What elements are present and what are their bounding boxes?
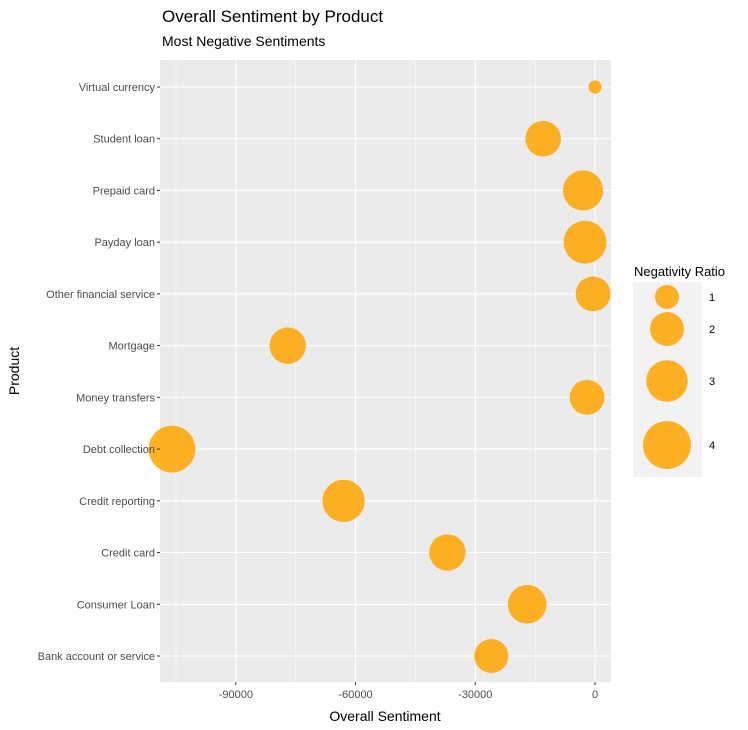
legend-label-1: 1 <box>709 292 715 304</box>
chart-title: Overall Sentiment by Product <box>162 7 383 26</box>
data-point-mortgage <box>269 327 306 364</box>
y-tick-label: Bank account or service <box>38 651 155 663</box>
data-point-prepaid-card <box>562 170 604 211</box>
y-tick-label: Debt collection <box>83 444 155 456</box>
x-tick-label: -30000 <box>458 689 492 701</box>
data-point-virtual-currency <box>588 80 602 94</box>
y-tick-label: Credit reporting <box>79 496 155 508</box>
legend-title: Negativity Ratio <box>634 264 725 279</box>
legend-label-3: 3 <box>709 376 715 388</box>
legend-label-2: 2 <box>709 324 715 336</box>
legend-key-2 <box>650 312 684 346</box>
data-point-credit-reporting <box>322 479 365 522</box>
y-tick-label: Consumer Loan <box>77 599 155 611</box>
data-point-credit-card <box>429 534 466 571</box>
y-tick-label: Other financial service <box>46 289 155 301</box>
data-points <box>148 80 611 673</box>
y-tick-label: Student loan <box>93 134 155 146</box>
data-point-student-loan <box>525 120 561 157</box>
plot-panel <box>160 60 611 682</box>
data-point-consumer-loan <box>507 584 547 624</box>
legend-key-4 <box>643 421 691 469</box>
data-point-debt-collection <box>148 425 196 473</box>
x-tick-label: -90000 <box>219 689 253 701</box>
y-tick-label: Credit card <box>101 548 155 560</box>
data-point-money-transfers <box>569 379 605 415</box>
legend-key-1 <box>655 285 679 309</box>
x-axis-ticks: -90000 -60000 -30000 0 <box>219 682 598 701</box>
x-tick-label: -60000 <box>338 689 372 701</box>
y-tick-label: Mortgage <box>109 341 155 353</box>
chart-subtitle: Most Negative Sentiments <box>162 33 325 49</box>
legend-key-3 <box>646 360 688 402</box>
x-tick-label: 0 <box>592 689 598 701</box>
y-tick-label: Virtual currency <box>79 82 156 94</box>
y-tick-label: Payday loan <box>94 237 155 249</box>
y-tick-label: Money transfers <box>76 392 155 404</box>
y-tick-label: Prepaid card <box>93 185 155 197</box>
x-axis-title: Overall Sentiment <box>329 708 440 724</box>
y-axis-title: Product <box>6 347 22 395</box>
data-point-other-financial-service <box>575 276 611 312</box>
legend-label-4: 4 <box>709 440 715 452</box>
data-point-payday-loan <box>563 220 607 264</box>
legend: Negativity Ratio 1 2 3 4 <box>633 264 725 477</box>
y-axis-ticks: Bank account or service Consumer Loan Cred… <box>38 82 160 663</box>
data-point-bank-account-or-service <box>474 639 509 673</box>
